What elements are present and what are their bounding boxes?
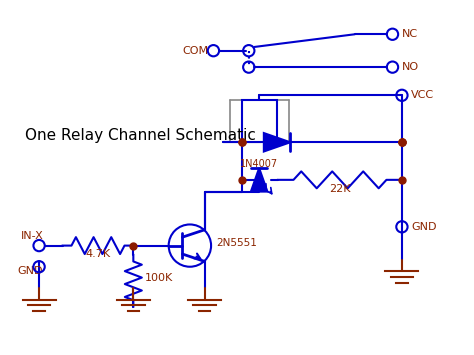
- Text: One Relay Channel Schematic: One Relay Channel Schematic: [25, 128, 256, 143]
- Text: 100K: 100K: [145, 273, 173, 283]
- Text: GND: GND: [17, 266, 42, 276]
- Text: 1N4007: 1N4007: [240, 159, 278, 169]
- Text: NO: NO: [402, 62, 419, 72]
- Bar: [242, 100, 277, 142]
- Text: GND: GND: [411, 222, 437, 232]
- Text: IN-X: IN-X: [21, 231, 44, 241]
- Text: 22K: 22K: [329, 184, 351, 193]
- Text: 4.7K: 4.7K: [85, 249, 110, 260]
- Text: 2N5551: 2N5551: [216, 238, 256, 248]
- Text: VCC: VCC: [411, 90, 435, 100]
- Text: NC: NC: [402, 29, 418, 39]
- Polygon shape: [251, 168, 267, 192]
- Text: COM: COM: [183, 46, 209, 56]
- Polygon shape: [264, 133, 290, 152]
